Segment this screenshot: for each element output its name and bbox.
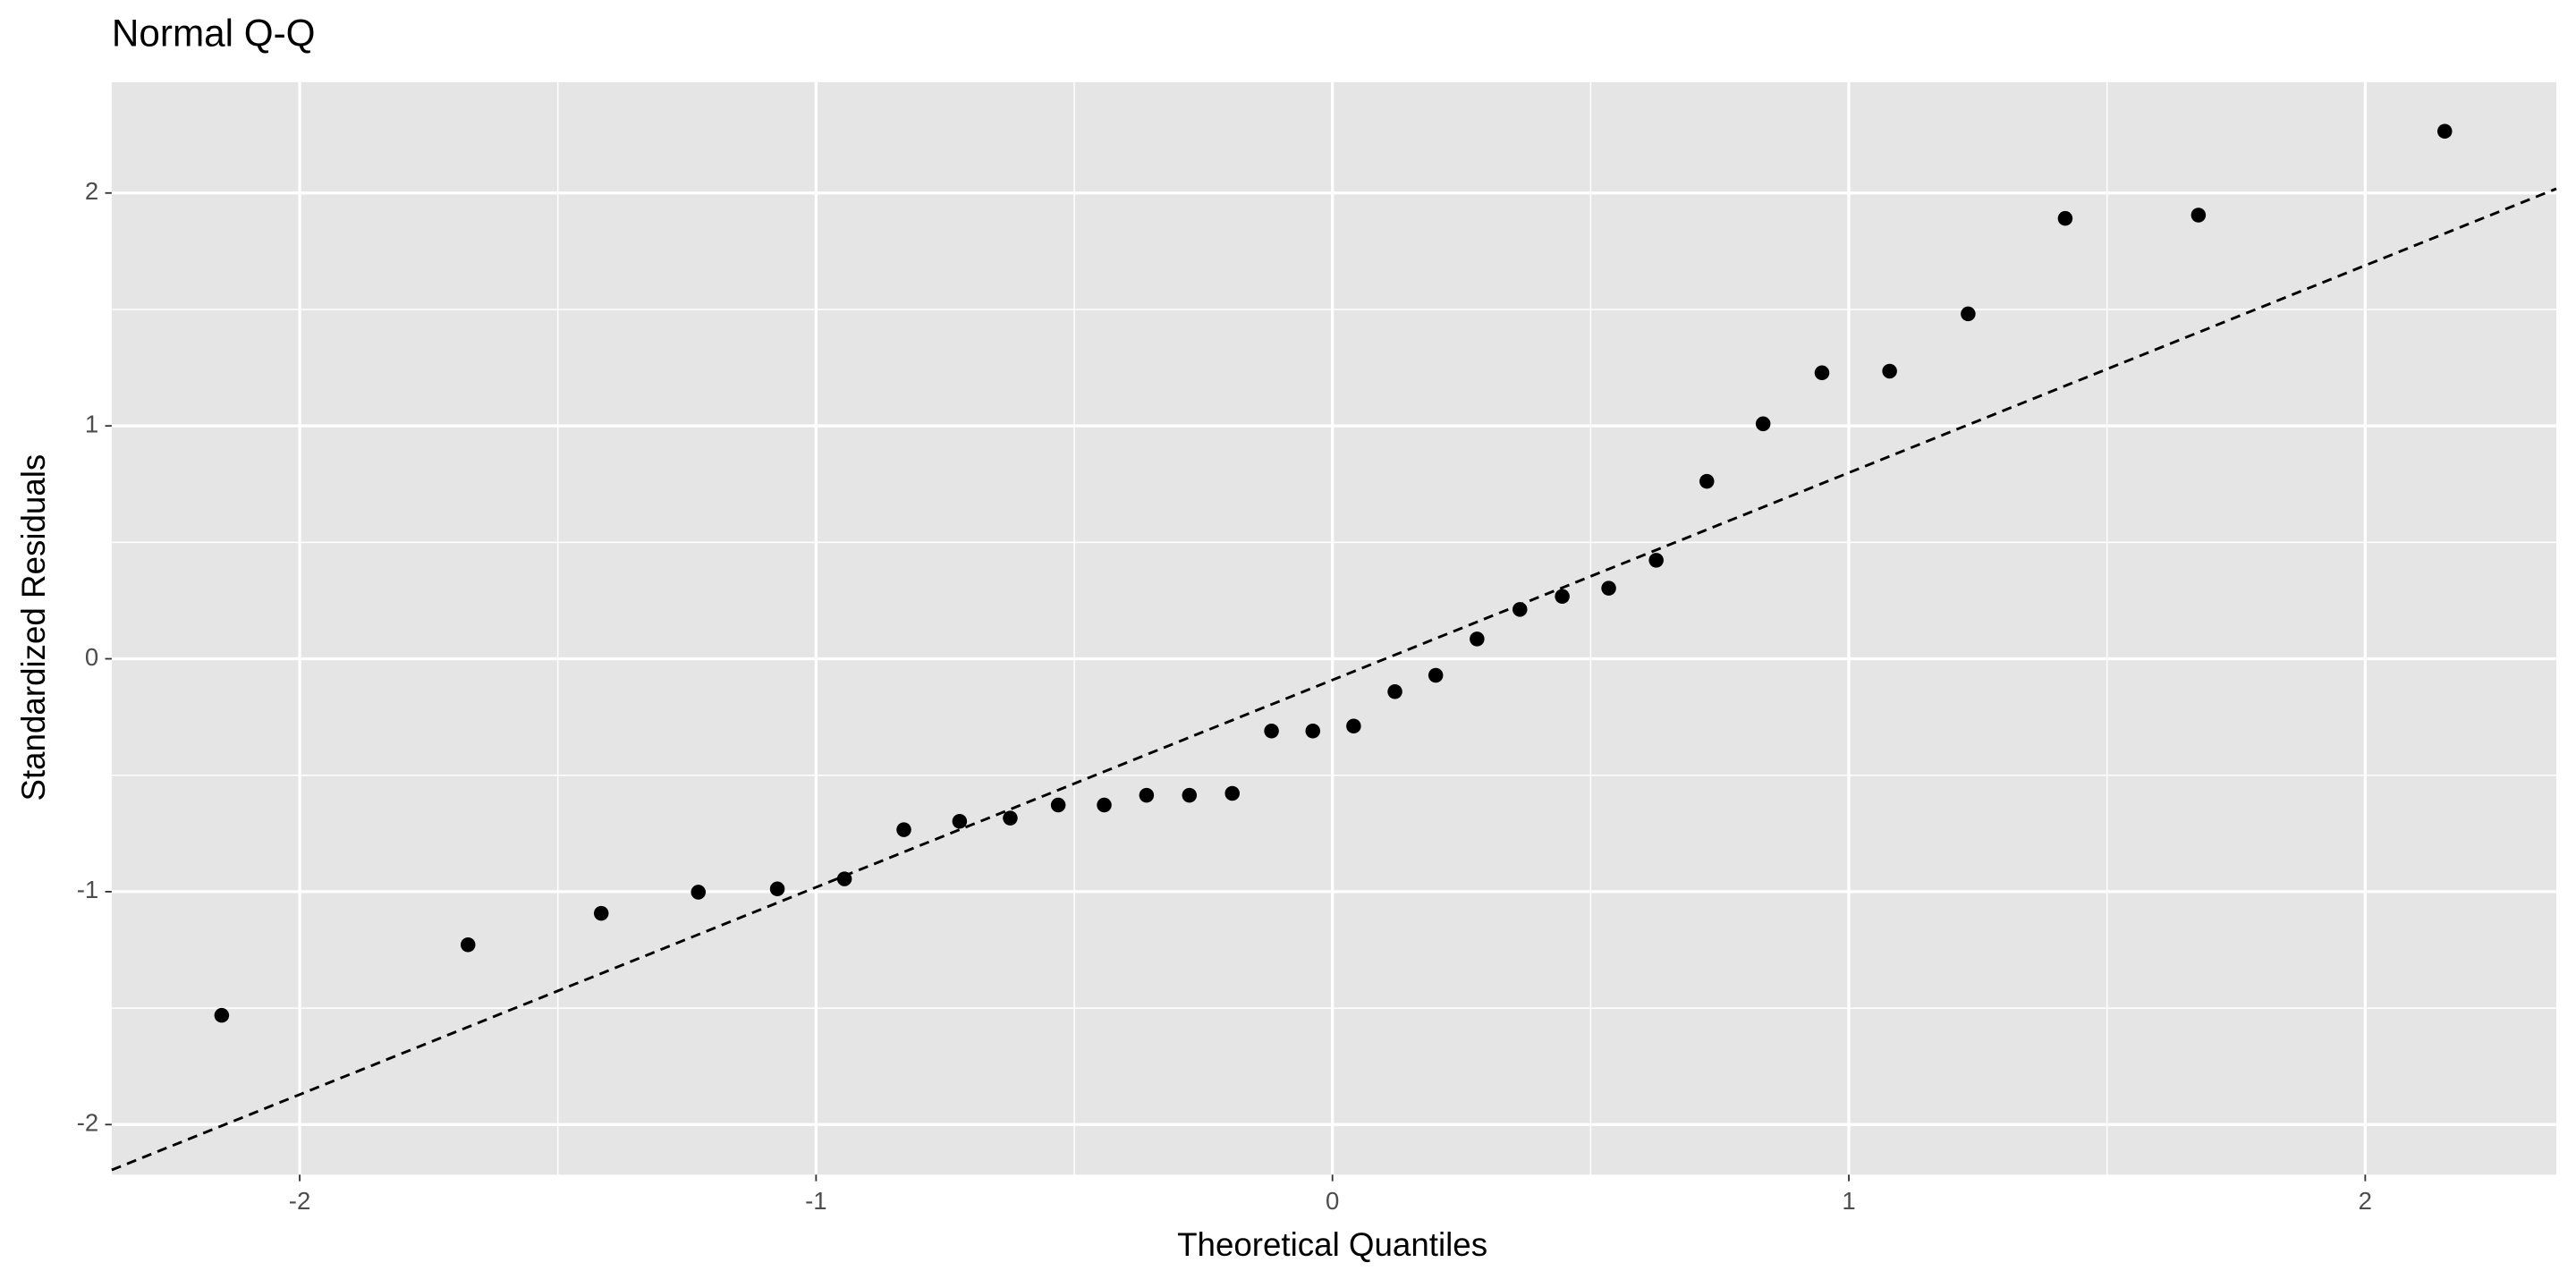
y-tick-label: -1 xyxy=(77,876,99,903)
point xyxy=(1470,631,1485,647)
point xyxy=(1555,589,1570,605)
point xyxy=(1755,416,1771,432)
point xyxy=(1305,723,1321,739)
point xyxy=(1648,553,1664,568)
y-tick-label: -2 xyxy=(77,1109,99,1137)
point xyxy=(1003,810,1018,826)
point xyxy=(2436,123,2453,140)
point xyxy=(2190,208,2207,223)
x-axis-title: Theoretical Quantiles xyxy=(1177,1226,1487,1263)
point xyxy=(593,905,609,921)
point xyxy=(836,871,852,886)
point xyxy=(1097,797,1112,813)
point xyxy=(952,814,968,829)
point xyxy=(691,885,707,900)
chart-title: Normal Q-Q xyxy=(112,13,316,55)
x-tick-label: 1 xyxy=(1842,1187,1855,1215)
point xyxy=(1814,365,1830,381)
point xyxy=(896,822,911,837)
y-tick-label: 1 xyxy=(85,410,98,437)
point xyxy=(1224,785,1240,801)
y-tick-label: 0 xyxy=(85,643,98,671)
x-tick-label: 2 xyxy=(2359,1187,2372,1215)
reference-line xyxy=(111,187,2557,1172)
point xyxy=(1601,580,1616,596)
x-tick-label: 0 xyxy=(1326,1187,1339,1215)
point xyxy=(214,1007,230,1023)
point xyxy=(769,881,785,897)
point xyxy=(1961,306,1976,322)
point xyxy=(460,937,476,953)
point xyxy=(1882,363,1897,379)
y-axis-title: Standardized Residuals xyxy=(15,454,52,801)
panel xyxy=(111,81,2556,1175)
point xyxy=(1139,787,1155,803)
x-tick-label: -1 xyxy=(805,1187,827,1215)
point xyxy=(1699,473,1715,489)
point xyxy=(2057,210,2073,226)
point xyxy=(1387,683,1402,699)
point xyxy=(1182,787,1198,803)
x-tick-label: -2 xyxy=(289,1187,310,1215)
point xyxy=(1513,602,1528,617)
y-tick-label: 2 xyxy=(85,177,98,205)
point xyxy=(1264,723,1279,739)
point xyxy=(1428,667,1444,683)
point xyxy=(1050,797,1066,813)
point xyxy=(1346,718,1361,734)
